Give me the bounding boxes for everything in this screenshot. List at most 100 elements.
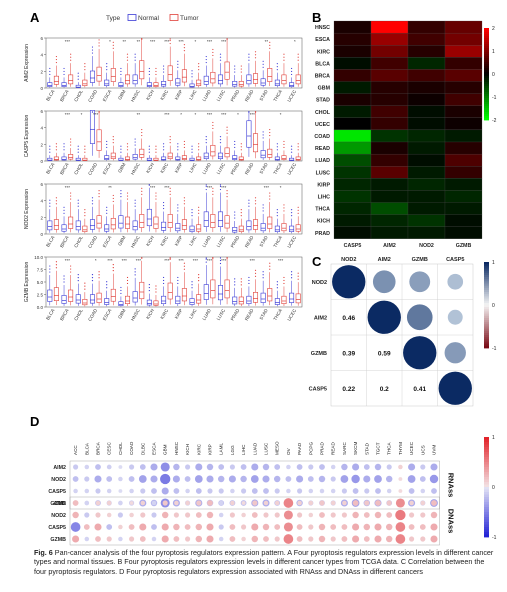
normal-outlier [219, 185, 222, 188]
correlation-value: 0.22 [342, 386, 355, 393]
tumor-outlier [70, 56, 72, 58]
dotplot-dot [241, 501, 246, 505]
tumor-box [253, 73, 259, 84]
normal-outlier [134, 199, 136, 201]
heatmap-scale-segment [484, 78, 489, 81]
x-tick-label: KIRP [174, 89, 184, 101]
dotplot-scale-segment [484, 454, 489, 458]
tumor-box [196, 156, 202, 161]
dotplot-dot [118, 489, 123, 493]
dotplot-dot [385, 523, 393, 531]
correlation-row-label: GZMB [311, 351, 327, 357]
normal-box [146, 157, 152, 161]
dotplot-dot [363, 464, 370, 470]
normal-outlier [148, 67, 150, 70]
dotplot-dot [386, 512, 393, 518]
heatmap-cell [407, 81, 446, 94]
dotplot-dot [218, 512, 224, 518]
normal-box [203, 152, 209, 160]
dotplot-dot [95, 512, 101, 518]
tumor-outlier [126, 59, 129, 61]
significance-mark: *** [178, 258, 184, 263]
tumor-outlier [240, 215, 242, 217]
dotplot-dot [251, 535, 259, 543]
tumor-outlier [155, 192, 157, 194]
tumor-outlier [155, 195, 157, 197]
significance-mark: * [81, 112, 83, 117]
significance-mark: *** [164, 112, 170, 117]
dotplot-col-label: CESC [107, 442, 112, 455]
x-tick-label: READ [244, 307, 255, 321]
dotplot-dot [408, 488, 415, 494]
dotplot-dot [185, 536, 191, 542]
dotplot-dot [319, 500, 325, 506]
dotplot-dot [263, 536, 269, 542]
tumor-outlier [198, 209, 200, 211]
heatmap-cell [444, 178, 483, 191]
normal-outlier [219, 257, 222, 259]
normal-outlier [120, 70, 122, 73]
dotplot-scale-segment [484, 517, 489, 520]
tumor-outlier [283, 143, 285, 146]
tumor-outlier [283, 204, 285, 206]
correlation-scale-segment [484, 309, 489, 312]
x-tick-label: UCEC [286, 88, 297, 102]
dotplot-dot [375, 488, 381, 494]
tumor-outlier [55, 267, 58, 269]
correlation-scale-segment [484, 345, 489, 349]
tumor-box [110, 152, 116, 160]
tumor-box [181, 219, 187, 230]
tumor-box [224, 147, 230, 158]
correlation-scale-segment [484, 294, 489, 297]
dotplot-row-label: CASP5 [48, 525, 66, 531]
tumor-box [125, 156, 131, 161]
heatmap-cell [407, 166, 446, 179]
dotplot-scale-segment [484, 482, 489, 485]
dotplot-dot [207, 488, 213, 494]
normal-outlier [77, 75, 79, 77]
x-tick-label: BLCA [45, 234, 56, 248]
dotplot-dot [341, 512, 347, 518]
dotplot-scale-label: 1 [492, 435, 495, 441]
tumor-outlier [112, 270, 114, 272]
tumor-box [153, 157, 159, 161]
dotplot-dot [407, 475, 416, 483]
normal-box [203, 284, 209, 300]
heatmap-cell [444, 190, 483, 203]
correlation-scale-segment [484, 322, 489, 325]
dotplot-dot [274, 536, 280, 542]
dotplot-frame [69, 496, 440, 546]
heatmap-cell [333, 93, 372, 106]
tumor-box [53, 219, 59, 230]
tumor-outlier [70, 141, 72, 143]
tumor-outlier [84, 209, 86, 211]
tumor-outlier [240, 146, 242, 148]
normal-box [47, 220, 53, 231]
tumor-outlier [112, 136, 114, 138]
dotplot-scale-segment [484, 474, 489, 478]
correlation-scale-segment [484, 274, 489, 278]
dotplot-dot [70, 522, 81, 532]
tumor-outlier [55, 143, 58, 145]
x-tick-label: UCEC [286, 161, 297, 175]
heatmap-scale-segment [484, 118, 489, 121]
x-tick-label: HNSC [130, 234, 141, 248]
dotplot-col-label: ESCA [152, 442, 157, 455]
dotplot-dot [185, 464, 191, 470]
dotplot-col-label: LUSC [264, 442, 269, 455]
normal-box [161, 295, 167, 305]
normal-outlier [248, 199, 250, 201]
dotplot-dot [273, 475, 281, 483]
heatmap-cell [333, 178, 372, 191]
correlation-value: 0.39 [342, 350, 355, 357]
dotplot-dot [241, 524, 247, 530]
x-tick-label: KIRP [174, 235, 184, 247]
heatmap-scale-segment [484, 96, 489, 99]
normal-outlier [134, 144, 136, 146]
correlation-row-label: NOD2 [312, 280, 327, 286]
tumor-outlier [226, 190, 228, 192]
normal-outlier [234, 68, 236, 70]
normal-outlier [148, 283, 150, 286]
normal-outlier [120, 286, 122, 289]
tumor-box [53, 156, 59, 161]
